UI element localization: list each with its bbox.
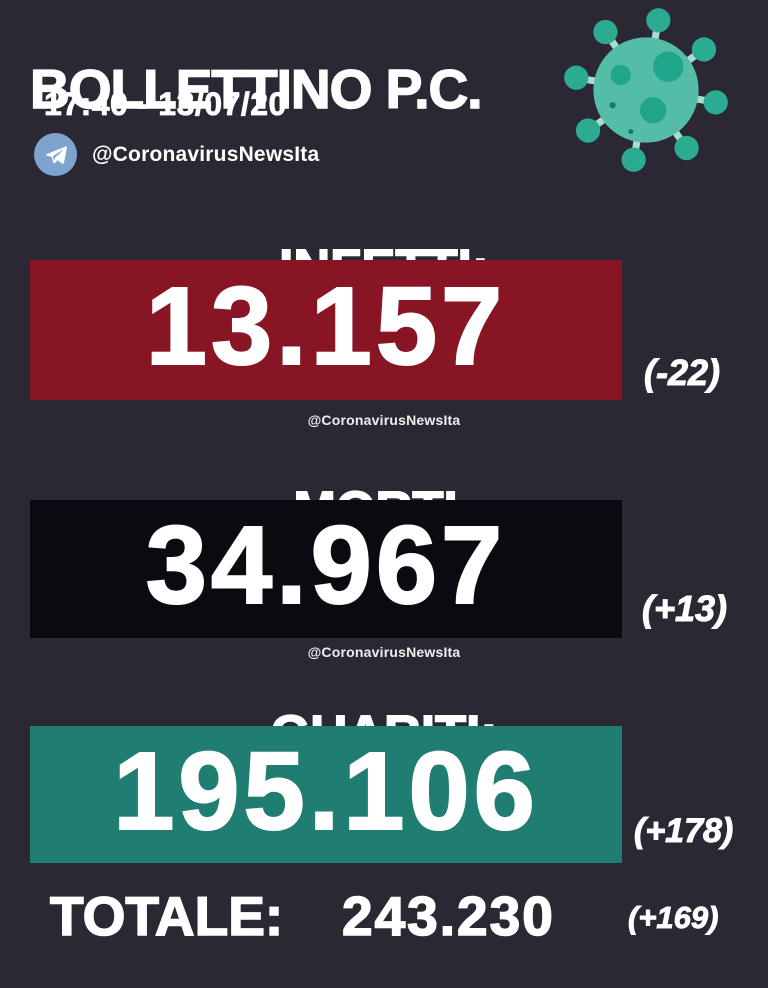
- bulletin-datetime: 17:40 - 13/07/20: [44, 86, 287, 123]
- stat-value-morti: 34.967: [145, 504, 507, 627]
- total-delta: (+169): [628, 900, 719, 936]
- stat-value-infetti: 13.157: [145, 265, 507, 388]
- stat-delta-infetti: (-22): [643, 352, 721, 394]
- watermark-text: @CoronavirusNewsIta: [307, 644, 461, 660]
- channel-handle: @CoronavirusNewsIta: [92, 142, 320, 166]
- telegram-icon[interactable]: [34, 133, 77, 176]
- stat-band-infetti: 13.157: [30, 260, 622, 400]
- stat-delta-morti: (+13): [641, 588, 728, 630]
- total-value: 243.230: [341, 884, 555, 948]
- stat-band-morti: 34.967: [30, 500, 622, 638]
- stat-delta-guariti: (+178): [633, 812, 734, 851]
- watermark-text: @CoronavirusNewsIta: [307, 412, 461, 428]
- telegram-channel-link[interactable]: @CoronavirusNewsIta: [34, 133, 319, 176]
- total-label: TOTALE:: [49, 884, 284, 948]
- stat-band-guariti: 195.106: [30, 726, 622, 863]
- stat-value-guariti: 195.106: [112, 729, 539, 853]
- page-title: BOLLETTINO P.C.: [29, 57, 483, 121]
- coronavirus-icon: [560, 4, 732, 176]
